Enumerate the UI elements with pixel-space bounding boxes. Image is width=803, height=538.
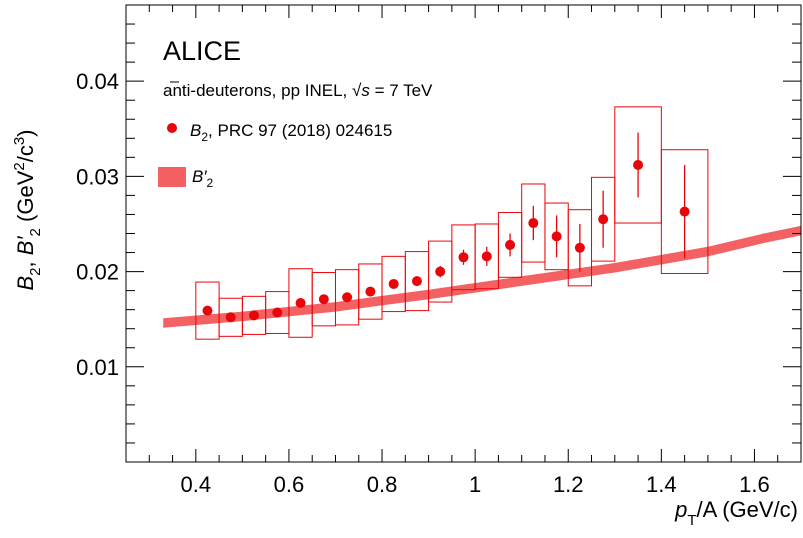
b2-data-point [202, 305, 213, 316]
axis-ticks [125, 4, 802, 463]
b2-data-point [551, 231, 562, 242]
legend-b2-name: B [190, 121, 201, 140]
b2-data-point [679, 206, 690, 217]
legend-b2-suffix: , PRC 97 (2018) 024615 [208, 121, 392, 140]
x-tick-label: 1.2 [553, 472, 584, 497]
y-label-unit-sup2: 3 [11, 137, 28, 145]
b2-data-point [481, 251, 492, 262]
b2-data-point [411, 276, 422, 287]
y-label-bp-sub: 2 [27, 228, 44, 236]
b2-data-point [574, 242, 585, 253]
x-tick-label: 0.6 [274, 472, 305, 497]
b2-data-point [458, 252, 469, 263]
subtitle-prefix: anti-deuterons, pp INEL, [163, 81, 352, 100]
b-prime-2-band-layer [163, 225, 801, 328]
axis-tick-labels: 0.4 0.6 0.8 1 1.2 1.4 1.6 0.01 0.02 0.03 0.04 [76, 69, 770, 497]
b2-data-point [598, 214, 609, 225]
b2-data-point [528, 218, 539, 229]
x-tick-label: 1 [469, 472, 481, 497]
y-label-sep: , [13, 255, 38, 267]
y-axis-label: B2, B′2 (GeV2/c3) [11, 129, 44, 290]
x-tick-label: 0.8 [367, 472, 398, 497]
subtitle-sqrt: √ [352, 81, 362, 100]
b2-data-point [388, 278, 399, 289]
b2-data-point [272, 307, 283, 318]
y-label-b-sub: 2 [27, 267, 44, 275]
systematic-box-layer [195, 106, 709, 340]
b2-data-point [633, 159, 644, 170]
y-label-unit-open: (GeV [13, 170, 38, 228]
x-label-p: p [674, 497, 687, 522]
x-label-rest: /A (GeV/c) [697, 497, 798, 522]
b2-marker-layer [202, 159, 690, 323]
x-tick-label: 0.4 [181, 472, 212, 497]
legend-band-symbol [158, 167, 186, 187]
y-label-unit-close: ) [13, 129, 38, 136]
x-tick-label: 1.4 [646, 472, 677, 497]
plot-frame [125, 4, 802, 463]
y-tick-label: 0.04 [76, 69, 119, 94]
b2-data-point [505, 239, 516, 250]
experiment-label: ALICE [163, 36, 241, 66]
subtitle-s: s [361, 81, 370, 100]
y-tick-label: 0.01 [76, 355, 119, 380]
legend-marker-symbol [167, 123, 177, 133]
legend-bprime2-sub: 2 [207, 176, 214, 190]
sys-box [660, 149, 709, 274]
x-axis-label: pT/A (GeV/c) [674, 497, 798, 529]
b2-data-point [365, 286, 376, 297]
legend: B2, PRC 97 (2018) 024615 B′2 [158, 121, 392, 190]
x-label-sub: T [687, 512, 696, 529]
legend-entry-b2: B2, PRC 97 (2018) 024615 [190, 121, 392, 144]
b-prime-2-band [163, 225, 801, 328]
b2-data-point [225, 312, 236, 323]
b2-data-point [318, 294, 329, 305]
b2-data-point [249, 310, 260, 321]
y-label-unit-sup1: 2 [11, 162, 28, 170]
y-label-bp: B′ [13, 236, 38, 256]
y-label-unit-slash: /c [13, 145, 38, 162]
subtitle-suffix: = 7 TeV [370, 81, 433, 100]
legend-entry-bprime2: B′2 [192, 167, 214, 190]
y-label-b: B [13, 276, 38, 291]
b2-data-point [295, 298, 306, 309]
y-tick-label: 0.02 [76, 260, 119, 285]
legend-b2-sub: 2 [201, 130, 208, 144]
b2-data-point [342, 292, 353, 303]
b2-data-point [435, 266, 446, 277]
y-tick-label: 0.03 [76, 164, 119, 189]
legend-bprime2-name: B′ [192, 167, 207, 186]
x-tick-label: 1.6 [739, 472, 770, 497]
chart-subtitle: anti-deuterons, pp INEL, √s = 7 TeV [163, 81, 433, 100]
